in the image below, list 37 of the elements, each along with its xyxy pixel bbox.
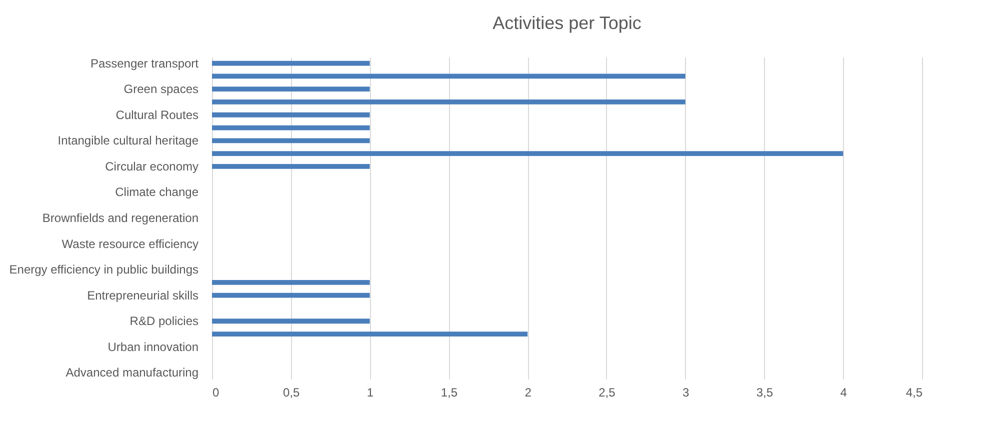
y-tick-label: Green spaces: [124, 82, 198, 96]
bar: [212, 86, 370, 92]
y-tick-label: Energy efficiency in public buildings: [9, 262, 198, 277]
y-tick-label: R&D policies: [130, 314, 198, 328]
x-tick-label: 0: [212, 386, 220, 400]
x-tick-label: 2,5: [598, 386, 616, 400]
y-tick-label: Entrepreneurial skills: [87, 288, 198, 302]
bar: [212, 332, 528, 336]
y-tick-label: Intangible cultural heritage: [58, 134, 199, 148]
bar: [212, 318, 370, 324]
y-tick-label: Cultural Routes: [116, 108, 198, 122]
chart-title: Activities per Topic: [492, 12, 642, 33]
x-tick-label: 3: [682, 386, 690, 400]
y-tick-label: Advanced manufacturing: [66, 366, 198, 380]
bar: [212, 100, 686, 104]
bar: [212, 292, 370, 298]
bar: [212, 164, 370, 169]
y-tick-label: Circular economy: [105, 159, 198, 174]
bar: [212, 151, 844, 156]
bar: [212, 112, 370, 118]
y-tick-label: Brownfields and regeneration: [42, 211, 198, 225]
y-tick-label: Waste resource efficiency: [62, 236, 198, 251]
x-tick-label: 1: [366, 386, 374, 400]
x-tick-label: 4,5: [906, 386, 923, 400]
y-tick-label: Climate change: [115, 185, 199, 200]
y-tick-label: Passenger transport: [90, 56, 200, 70]
bar: [212, 280, 370, 285]
x-tick-label: 2: [524, 386, 532, 400]
y-tick-label: Urban innovation: [108, 340, 198, 354]
bar: [212, 60, 370, 66]
bar: [212, 74, 686, 79]
x-tick-label: 0,5: [283, 386, 300, 400]
x-tick-label: 3,5: [756, 386, 774, 400]
x-tick-label: 1,5: [440, 386, 458, 400]
bar: [212, 138, 370, 144]
bar: [212, 125, 370, 130]
x-tick-label: 4: [840, 386, 848, 400]
